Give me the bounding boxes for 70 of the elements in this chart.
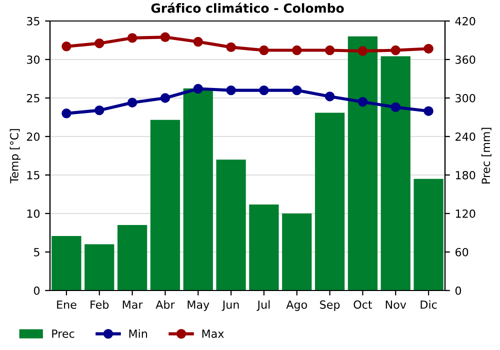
bar (282, 214, 312, 290)
x-tick-label: Ago (286, 300, 307, 311)
bar (150, 120, 180, 290)
x-tick-label: Jun (222, 300, 239, 311)
y-tick-label: 25 (26, 94, 40, 102)
bar (348, 36, 378, 290)
point (358, 96, 368, 107)
y-tick-label: 15 (27, 171, 40, 180)
y-tick-label: 20 (26, 132, 40, 141)
bar (414, 178, 444, 290)
y-tick-label: 30 (26, 55, 40, 64)
y2-axis-title: Prec [mm] (481, 128, 492, 184)
point (424, 106, 434, 116)
point (259, 45, 269, 56)
point (160, 93, 170, 103)
point (94, 105, 104, 116)
y-axis-title: Temp [°C] (10, 129, 21, 184)
point (424, 44, 434, 54)
point (259, 85, 269, 96)
bar (84, 244, 114, 290)
point (193, 84, 203, 94)
x-tick-label: Mar (122, 300, 143, 309)
bar (183, 88, 213, 290)
x-tick-label: Jul (256, 300, 270, 311)
point (390, 45, 400, 56)
legend-label: Prec (52, 330, 74, 338)
x-tick-label: Abr (156, 300, 175, 309)
point (292, 85, 302, 96)
y-tick-label: 35 (26, 16, 40, 26)
x-tick-label: May (188, 300, 210, 311)
y2-tick-label: 0 (455, 286, 462, 295)
y-tick-label: 0 (34, 286, 40, 295)
y2-tick-label: 180 (456, 170, 476, 180)
point (94, 38, 104, 48)
y2-tick-label: 360 (456, 55, 476, 64)
point (62, 108, 72, 118)
point (358, 46, 368, 56)
point (324, 92, 335, 102)
y2-tick-label: 300 (456, 94, 476, 102)
y2-tick-label: 120 (456, 209, 476, 218)
x-tick-label: Sep (320, 300, 340, 311)
bar (117, 225, 148, 290)
point (226, 85, 236, 96)
y2-tick-label: 420 (455, 16, 476, 26)
point (160, 32, 170, 42)
y2-tick-label: 240 (456, 132, 476, 141)
x-tick-label: Oct (354, 300, 372, 309)
point (127, 98, 138, 108)
x-tick-label: Feb (90, 300, 109, 309)
y2-tick-label: 60 (456, 248, 468, 256)
bar (380, 56, 410, 290)
x-tick-label: Nov (386, 300, 406, 309)
x-tick-label: Ene (57, 300, 76, 309)
bar (314, 112, 345, 290)
bar (52, 236, 82, 290)
y-tick-label: 10 (27, 209, 40, 218)
point (127, 33, 138, 43)
x-tick-label: Dic (420, 300, 437, 309)
legend-label: Max (202, 330, 224, 338)
point (292, 45, 302, 56)
legend-label: Min (129, 329, 147, 338)
y-tick-label: 5 (34, 248, 40, 256)
bar (216, 160, 246, 290)
point (390, 102, 400, 112)
point (324, 45, 335, 56)
point (62, 42, 72, 52)
point (193, 36, 203, 47)
chart-title: Gráfico climático - Colombo (151, 2, 344, 13)
point (226, 42, 236, 52)
bar (249, 204, 279, 290)
